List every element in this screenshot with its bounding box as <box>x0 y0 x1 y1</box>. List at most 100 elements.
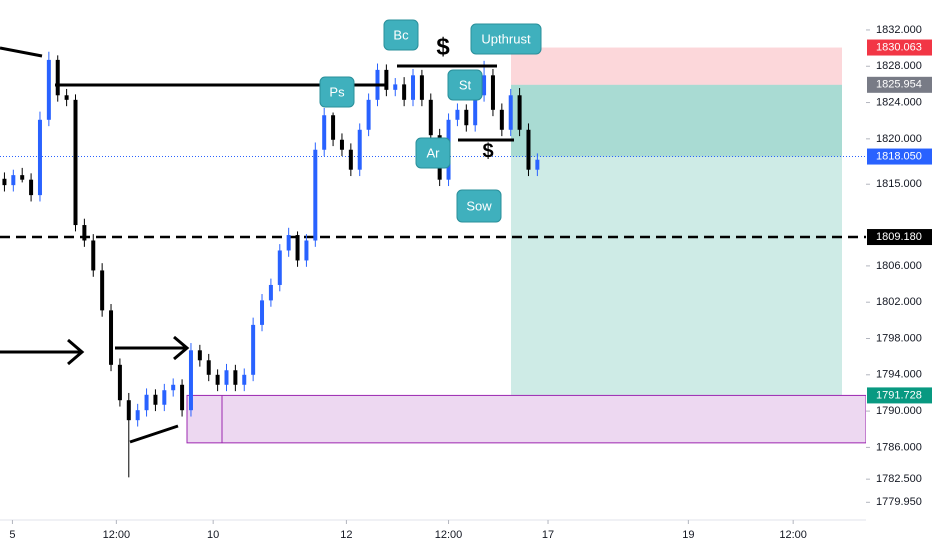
candle-body <box>428 99 433 136</box>
candle-body <box>109 310 114 365</box>
price-label-bg <box>867 76 932 93</box>
candle-body <box>46 59 51 120</box>
profit-zone <box>511 84 842 157</box>
candle-body <box>411 75 416 100</box>
candle-body <box>117 364 122 401</box>
price-label: 1830.063 <box>876 41 922 53</box>
candle-body <box>162 390 167 405</box>
y-tick-label: 1806.000 <box>876 260 922 272</box>
note-box <box>319 76 355 108</box>
candle-body <box>384 69 389 90</box>
y-tick-label: 1828.000 <box>876 60 922 72</box>
candle-body <box>508 95 513 130</box>
candle-body <box>393 84 398 90</box>
candle-body <box>55 59 60 96</box>
candle-body <box>100 270 105 311</box>
y-tick-label: 1786.000 <box>876 441 922 453</box>
candle-body <box>357 129 362 170</box>
trend-line <box>0 46 43 58</box>
y-tick-label: 1798.000 <box>876 332 922 344</box>
x-tick-label: 17 <box>542 529 554 541</box>
x-tick-label: 12:00 <box>435 529 463 541</box>
candle-body <box>499 109 504 130</box>
candle-body <box>91 240 96 271</box>
candle-body <box>188 350 193 411</box>
dollar-sign: $ <box>482 140 493 162</box>
candle-body <box>242 374 247 385</box>
price-label-bg <box>867 148 932 165</box>
candle-body <box>322 115 327 150</box>
note: St <box>459 77 472 92</box>
candle-body <box>490 75 495 110</box>
y-tick-label: 1782.500 <box>876 473 922 485</box>
price-label-bg <box>867 39 932 56</box>
zones <box>0 47 867 444</box>
annotations: Bc Upthrust Ps St Ar Sow $ $ <box>319 19 542 223</box>
note-box <box>470 23 542 55</box>
price-label: 1825.954 <box>876 79 922 91</box>
x-tick-label: 10 <box>207 529 219 541</box>
target-zone <box>511 156 842 396</box>
candle-body <box>286 235 291 251</box>
candle-body <box>277 250 282 285</box>
candle-body <box>473 95 478 126</box>
time-axis-bg <box>0 520 866 550</box>
candle-body <box>526 129 531 170</box>
candle-body <box>366 99 371 130</box>
y-tick-label: 1794.000 <box>876 369 922 381</box>
price-label: 1809.180 <box>876 231 922 243</box>
note: Ps <box>329 84 345 99</box>
note: Bc <box>393 27 409 42</box>
price-label: 1818.050 <box>876 150 922 162</box>
candles <box>2 51 540 478</box>
candle-body <box>171 384 176 391</box>
candle-body <box>2 178 7 186</box>
x-tick-label: 5 <box>9 529 15 541</box>
drawings <box>0 46 514 444</box>
candle-body <box>260 300 265 325</box>
stop-zone <box>511 47 842 85</box>
candle-body <box>64 95 69 100</box>
candle-body <box>29 179 34 196</box>
y-tick-label: 1790.000 <box>876 405 922 417</box>
x-tick-label: 19 <box>682 529 694 541</box>
candle-body <box>419 75 424 100</box>
note: Ar <box>427 145 441 160</box>
candle-body <box>304 240 309 261</box>
y-tick-label: 1779.950 <box>876 496 922 508</box>
x-tick-label: 12:00 <box>103 529 131 541</box>
candle-body <box>73 99 78 226</box>
price-label-bg <box>867 229 932 246</box>
candle-body <box>233 370 238 385</box>
arrow-head <box>67 338 85 366</box>
candle-body <box>144 394 149 411</box>
note-box <box>383 19 419 51</box>
candle-body <box>153 394 158 405</box>
candle-body <box>313 149 318 241</box>
y-tick-label: 1815.000 <box>876 178 922 190</box>
note-box <box>447 69 483 101</box>
candle-body <box>268 284 273 301</box>
candle-body <box>455 109 460 120</box>
y-tick-label: 1824.000 <box>876 96 922 108</box>
candle-body <box>535 159 540 170</box>
dollar-sign: $ <box>436 33 450 60</box>
candle-body <box>126 400 131 421</box>
candle-body <box>11 175 16 186</box>
note: Sow <box>466 198 492 213</box>
candle-body <box>331 115 336 140</box>
y-tick-label: 1820.000 <box>876 133 922 145</box>
candle-body <box>339 139 344 150</box>
note: Upthrust <box>481 31 531 46</box>
candle-body <box>206 360 211 375</box>
candle-body <box>37 119 42 196</box>
candle-body <box>464 109 469 126</box>
candle-body <box>402 84 407 100</box>
note-box <box>456 189 502 223</box>
price-label-bg <box>867 387 932 404</box>
candle-body <box>482 75 487 96</box>
note-box <box>415 137 451 169</box>
x-tick-label: 12:00 <box>779 529 807 541</box>
